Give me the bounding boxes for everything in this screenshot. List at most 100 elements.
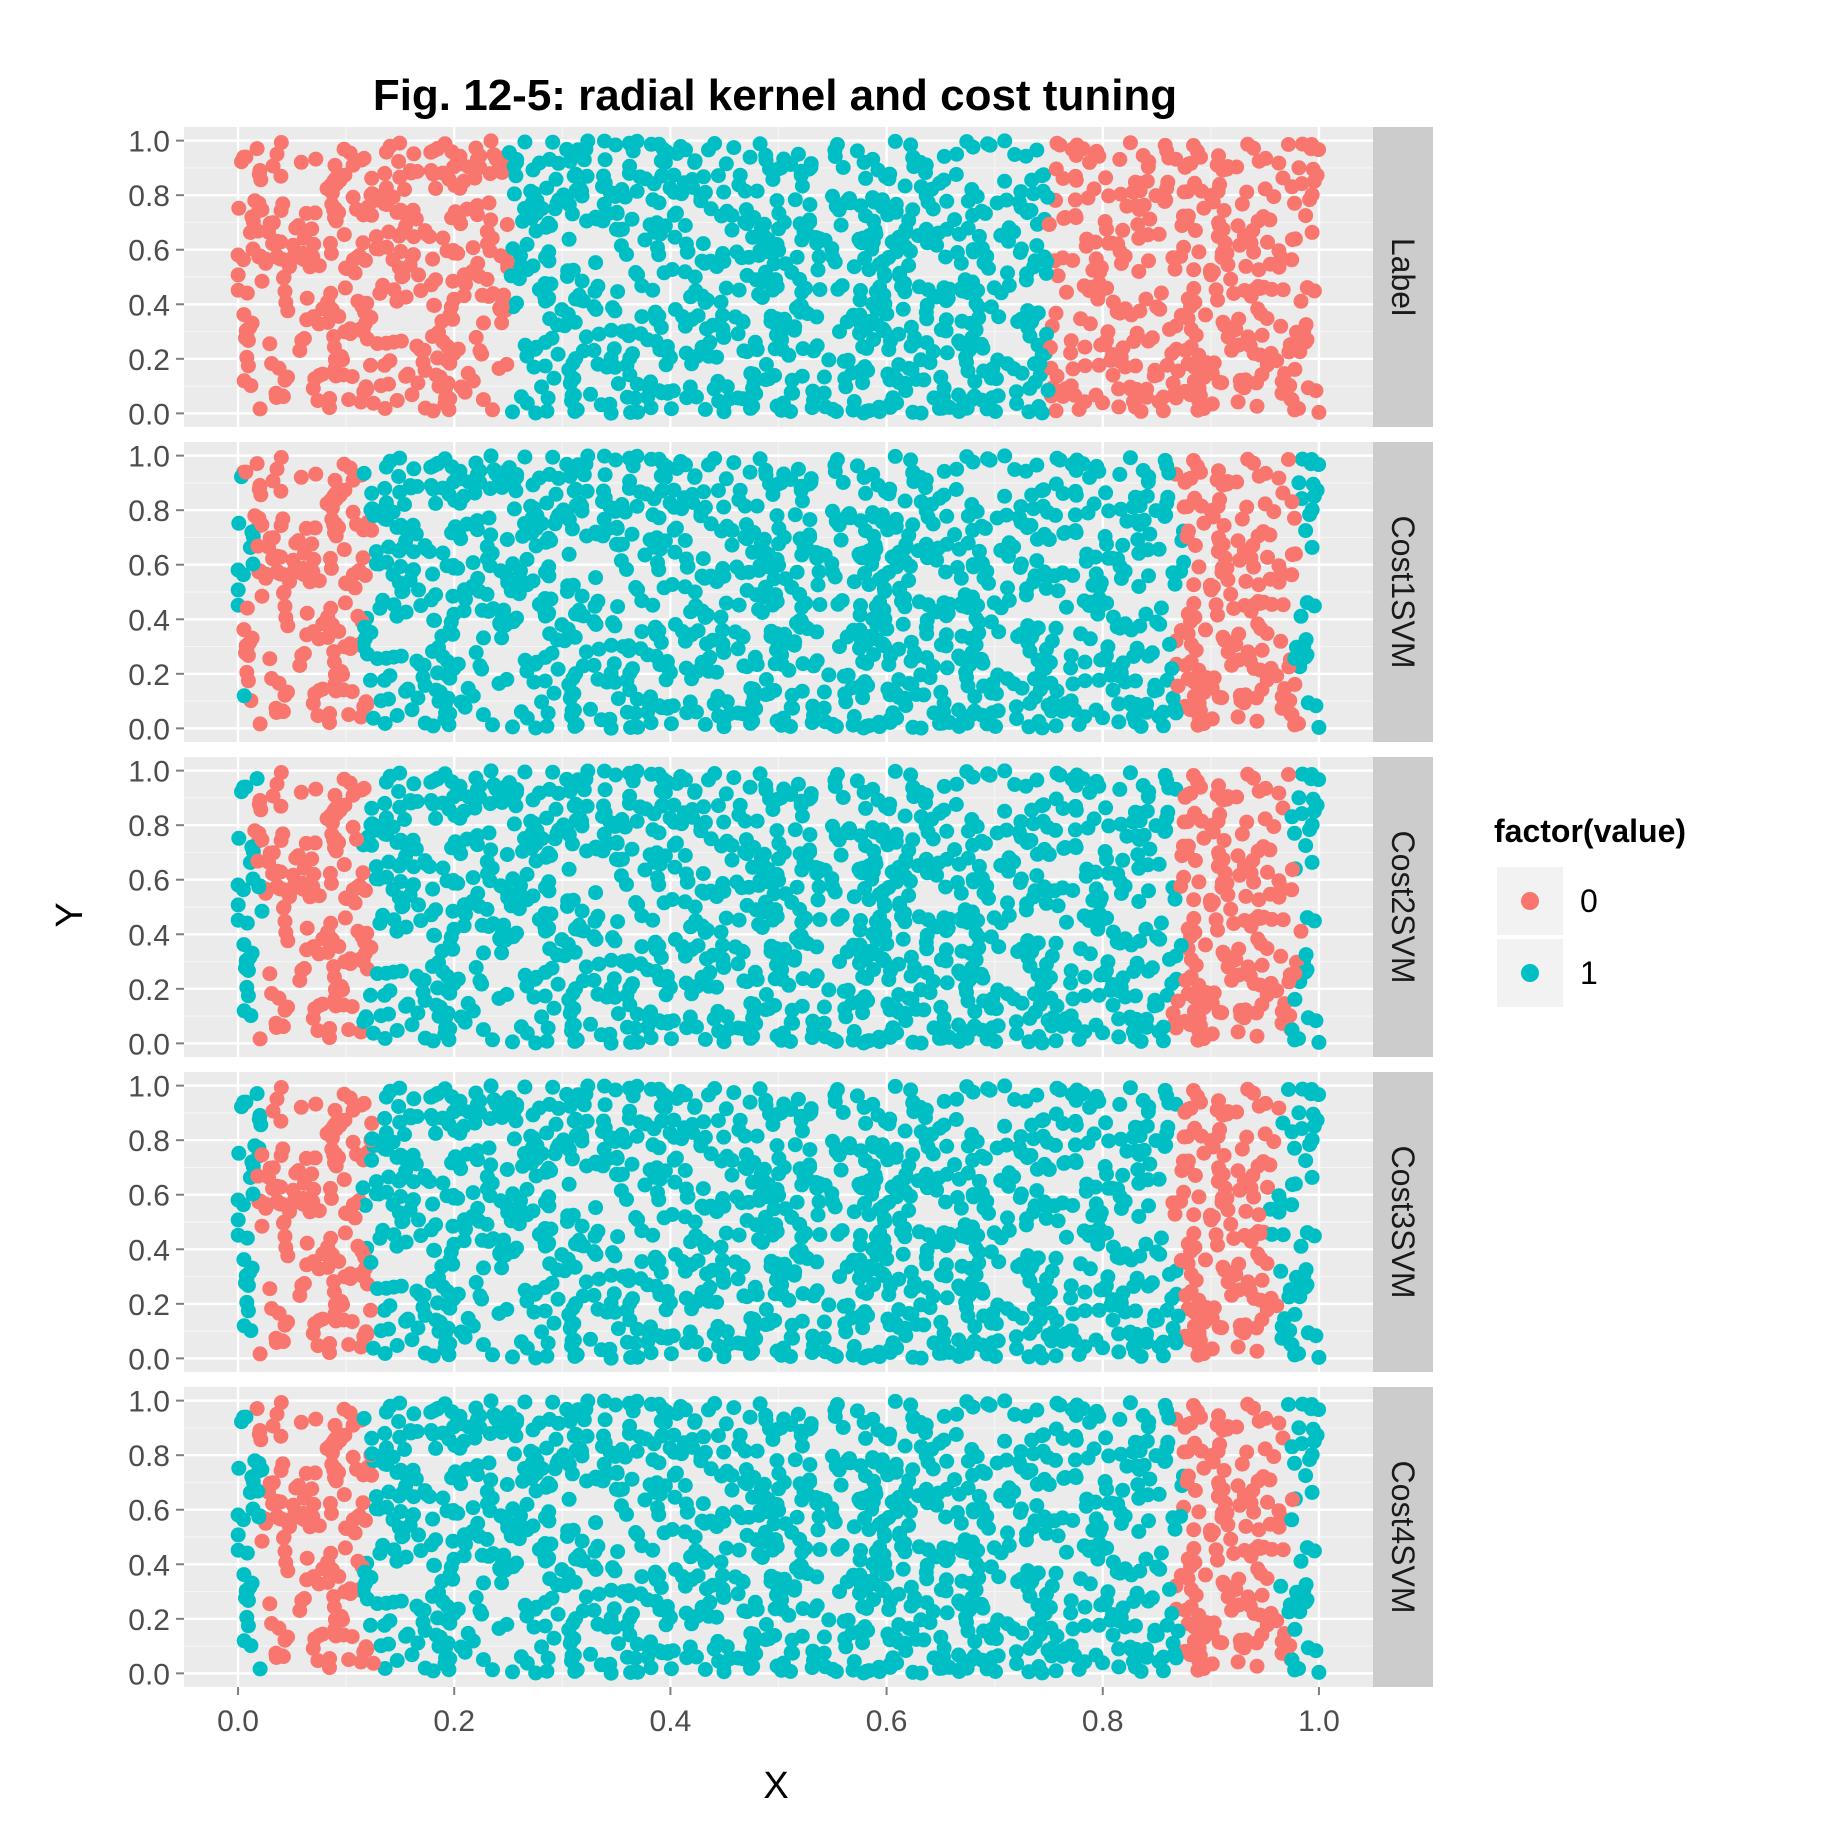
data-point xyxy=(482,481,498,497)
data-point xyxy=(587,283,603,299)
data-point xyxy=(859,970,875,986)
data-point xyxy=(716,184,732,200)
data-point xyxy=(1287,717,1303,733)
data-point xyxy=(1208,282,1224,298)
data-point xyxy=(1183,654,1199,670)
data-point xyxy=(706,696,722,712)
data-point xyxy=(550,661,566,677)
data-point xyxy=(690,308,706,324)
data-point xyxy=(1021,1034,1037,1050)
data-point xyxy=(776,844,792,860)
data-point xyxy=(494,795,510,810)
data-point xyxy=(509,784,524,800)
data-point xyxy=(1058,381,1074,397)
data-point xyxy=(1034,798,1050,814)
data-point xyxy=(1304,1169,1320,1185)
data-point xyxy=(442,355,458,371)
data-point xyxy=(1058,1011,1074,1027)
data-point xyxy=(715,622,730,638)
data-point xyxy=(324,302,340,318)
data-point xyxy=(456,603,472,619)
data-point xyxy=(630,267,646,283)
data-point xyxy=(238,330,253,346)
data-point xyxy=(537,358,553,374)
data-point xyxy=(1006,991,1022,1007)
data-point xyxy=(382,453,398,469)
data-point xyxy=(696,169,712,185)
data-point xyxy=(562,153,578,169)
data-point xyxy=(363,940,379,955)
data-point xyxy=(262,336,278,352)
data-point xyxy=(742,464,758,480)
data-point xyxy=(968,295,984,311)
data-point xyxy=(483,527,499,543)
data-point xyxy=(1219,791,1235,807)
data-point xyxy=(802,197,818,213)
data-point xyxy=(804,715,820,731)
data-point xyxy=(1287,651,1303,666)
data-point xyxy=(323,808,338,823)
data-point xyxy=(828,198,844,214)
data-point xyxy=(812,597,828,613)
data-point xyxy=(586,929,602,945)
data-point xyxy=(1284,179,1300,195)
data-point xyxy=(858,1033,874,1049)
data-point xyxy=(1238,888,1254,904)
data-point xyxy=(789,249,805,265)
data-point xyxy=(1224,342,1240,358)
data-point xyxy=(236,622,252,638)
data-point xyxy=(453,786,469,802)
data-point xyxy=(435,649,451,665)
data-point xyxy=(324,196,340,212)
data-point xyxy=(389,519,405,535)
data-point xyxy=(1039,326,1054,342)
data-point xyxy=(1298,523,1314,539)
data-point xyxy=(1080,190,1096,206)
data-point xyxy=(364,170,380,186)
data-point xyxy=(413,598,429,614)
data-point xyxy=(456,918,472,934)
data-point xyxy=(960,535,976,551)
data-point xyxy=(865,864,881,880)
data-point xyxy=(435,860,451,876)
data-point xyxy=(808,230,824,245)
data-point xyxy=(492,301,508,317)
data-point xyxy=(619,988,635,1003)
data-point xyxy=(564,686,580,702)
data-point xyxy=(795,341,811,357)
data-point xyxy=(742,779,758,795)
data-point xyxy=(939,508,955,524)
data-point xyxy=(1018,272,1034,288)
data-point xyxy=(1075,456,1091,472)
data-point xyxy=(479,271,495,287)
data-point xyxy=(435,1175,451,1191)
data-point xyxy=(363,987,378,1003)
data-point xyxy=(619,389,635,405)
data-point xyxy=(784,579,800,595)
data-point xyxy=(785,700,801,716)
data-point xyxy=(739,531,755,547)
data-point xyxy=(583,386,598,402)
data-point xyxy=(656,580,672,596)
data-point xyxy=(688,283,704,299)
data-point xyxy=(746,366,762,382)
data-point xyxy=(445,588,461,604)
data-point xyxy=(541,530,557,546)
data-point xyxy=(1186,262,1202,278)
data-point xyxy=(951,404,967,419)
data-point xyxy=(465,373,481,389)
data-point xyxy=(1170,363,1186,379)
data-point xyxy=(359,382,375,398)
data-point xyxy=(336,542,352,558)
data-point xyxy=(1141,469,1157,485)
data-point xyxy=(776,214,792,230)
data-point xyxy=(974,336,989,352)
data-point xyxy=(1264,911,1280,927)
data-point xyxy=(379,197,395,212)
y-tick-label: 0.8 xyxy=(128,180,170,213)
data-point xyxy=(1251,262,1267,278)
data-point xyxy=(1236,543,1252,559)
data-point xyxy=(1241,646,1257,662)
data-point xyxy=(983,614,999,630)
data-point xyxy=(551,507,567,523)
